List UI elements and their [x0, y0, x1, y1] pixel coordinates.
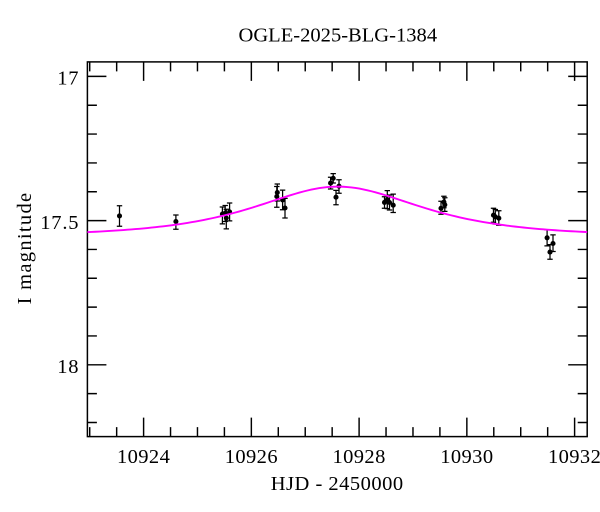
svg-text:OGLE-2025-BLG-1384: OGLE-2025-BLG-1384	[239, 25, 438, 47]
svg-text:10924: 10924	[117, 446, 170, 468]
svg-text:10928: 10928	[332, 446, 385, 468]
svg-text:10926: 10926	[225, 446, 278, 468]
svg-text:I magnitude: I magnitude	[14, 192, 36, 305]
svg-text:17.5: 17.5	[40, 212, 79, 234]
svg-text:10932: 10932	[548, 446, 600, 468]
svg-text:HJD - 2450000: HJD - 2450000	[271, 473, 404, 495]
svg-text:17: 17	[57, 68, 79, 90]
svg-text:18: 18	[57, 356, 79, 378]
svg-text:10930: 10930	[440, 446, 493, 468]
